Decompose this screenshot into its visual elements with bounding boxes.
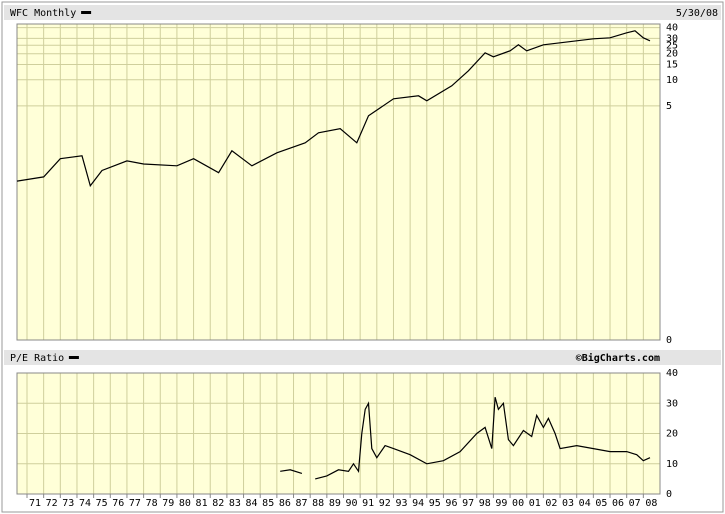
y-tick-label: 20	[666, 429, 678, 440]
x-tick-label: 08	[645, 498, 657, 509]
panel-title: WFC Monthly	[10, 8, 76, 19]
x-tick-label: 76	[112, 498, 124, 509]
x-tick-label: 01	[529, 498, 541, 509]
x-tick-label: 88	[312, 498, 324, 509]
x-tick-label: 87	[295, 498, 307, 509]
y-tick-label: 30	[666, 33, 678, 44]
x-tick-label: 90	[345, 498, 357, 509]
panel-title: P/E Ratio	[10, 353, 64, 364]
x-tick-label: 06	[612, 498, 624, 509]
x-tick-label: 94	[412, 498, 424, 509]
legend-swatch	[68, 356, 79, 359]
x-tick-label: 02	[545, 498, 557, 509]
plot-frame	[16, 372, 661, 495]
date-label: 5/30/08	[676, 8, 718, 19]
x-tick-label: 73	[62, 498, 74, 509]
x-tick-label: 00	[512, 498, 524, 509]
y-tick-label: 0	[666, 489, 672, 500]
x-tick-label: 72	[46, 498, 58, 509]
plot-frame	[16, 23, 661, 341]
x-tick-label: 83	[229, 498, 241, 509]
x-tick-label: 03	[562, 498, 574, 509]
x-tick-label: 78	[146, 498, 158, 509]
y-tick-label: 10	[666, 459, 678, 470]
x-tick-label: 75	[96, 498, 108, 509]
x-tick-label: 79	[162, 498, 174, 509]
x-tick-label: 84	[246, 498, 258, 509]
x-tick-label: 77	[129, 498, 141, 509]
y-tick-label: 0	[666, 335, 672, 346]
y-tick-label: 40	[666, 23, 678, 34]
y-tick-label: 5	[666, 101, 672, 112]
x-tick-label: 97	[462, 498, 474, 509]
x-tick-label: 07	[629, 498, 641, 509]
y-tick-label: 15	[666, 60, 678, 71]
y-tick-label: 10	[666, 75, 678, 86]
y-tick-label: 40	[666, 368, 678, 379]
price-line	[16, 30, 651, 188]
x-tick-label: 92	[379, 498, 391, 509]
x-tick-label: 99	[495, 498, 507, 509]
legend-swatch	[81, 11, 92, 14]
y-tick-label: 30	[666, 398, 678, 409]
x-tick-label: 95	[429, 498, 441, 509]
x-tick-label: 98	[479, 498, 491, 509]
x-tick-label: 86	[279, 498, 291, 509]
price-line	[280, 397, 651, 480]
y-tick-label: 25	[666, 40, 678, 51]
x-tick-label: 93	[395, 498, 407, 509]
x-tick-label: 04	[579, 498, 591, 509]
x-tick-label: 89	[329, 498, 341, 509]
x-tick-label: 85	[262, 498, 274, 509]
source-label: ©BigCharts.com	[576, 352, 660, 364]
x-tick-label: 05	[595, 498, 607, 509]
plot-area	[16, 23, 661, 341]
x-tick-label: 80	[179, 498, 191, 509]
x-tick-label: 96	[445, 498, 457, 509]
x-tick-label: 91	[362, 498, 374, 509]
y-tick-label: 20	[666, 49, 678, 60]
x-tick-label: 82	[212, 498, 224, 509]
header-bar	[4, 5, 721, 20]
x-tick-label: 74	[79, 498, 91, 509]
header-bar	[4, 350, 721, 365]
x-tick-label: 71	[29, 498, 41, 509]
x-tick-label: 81	[196, 498, 208, 509]
